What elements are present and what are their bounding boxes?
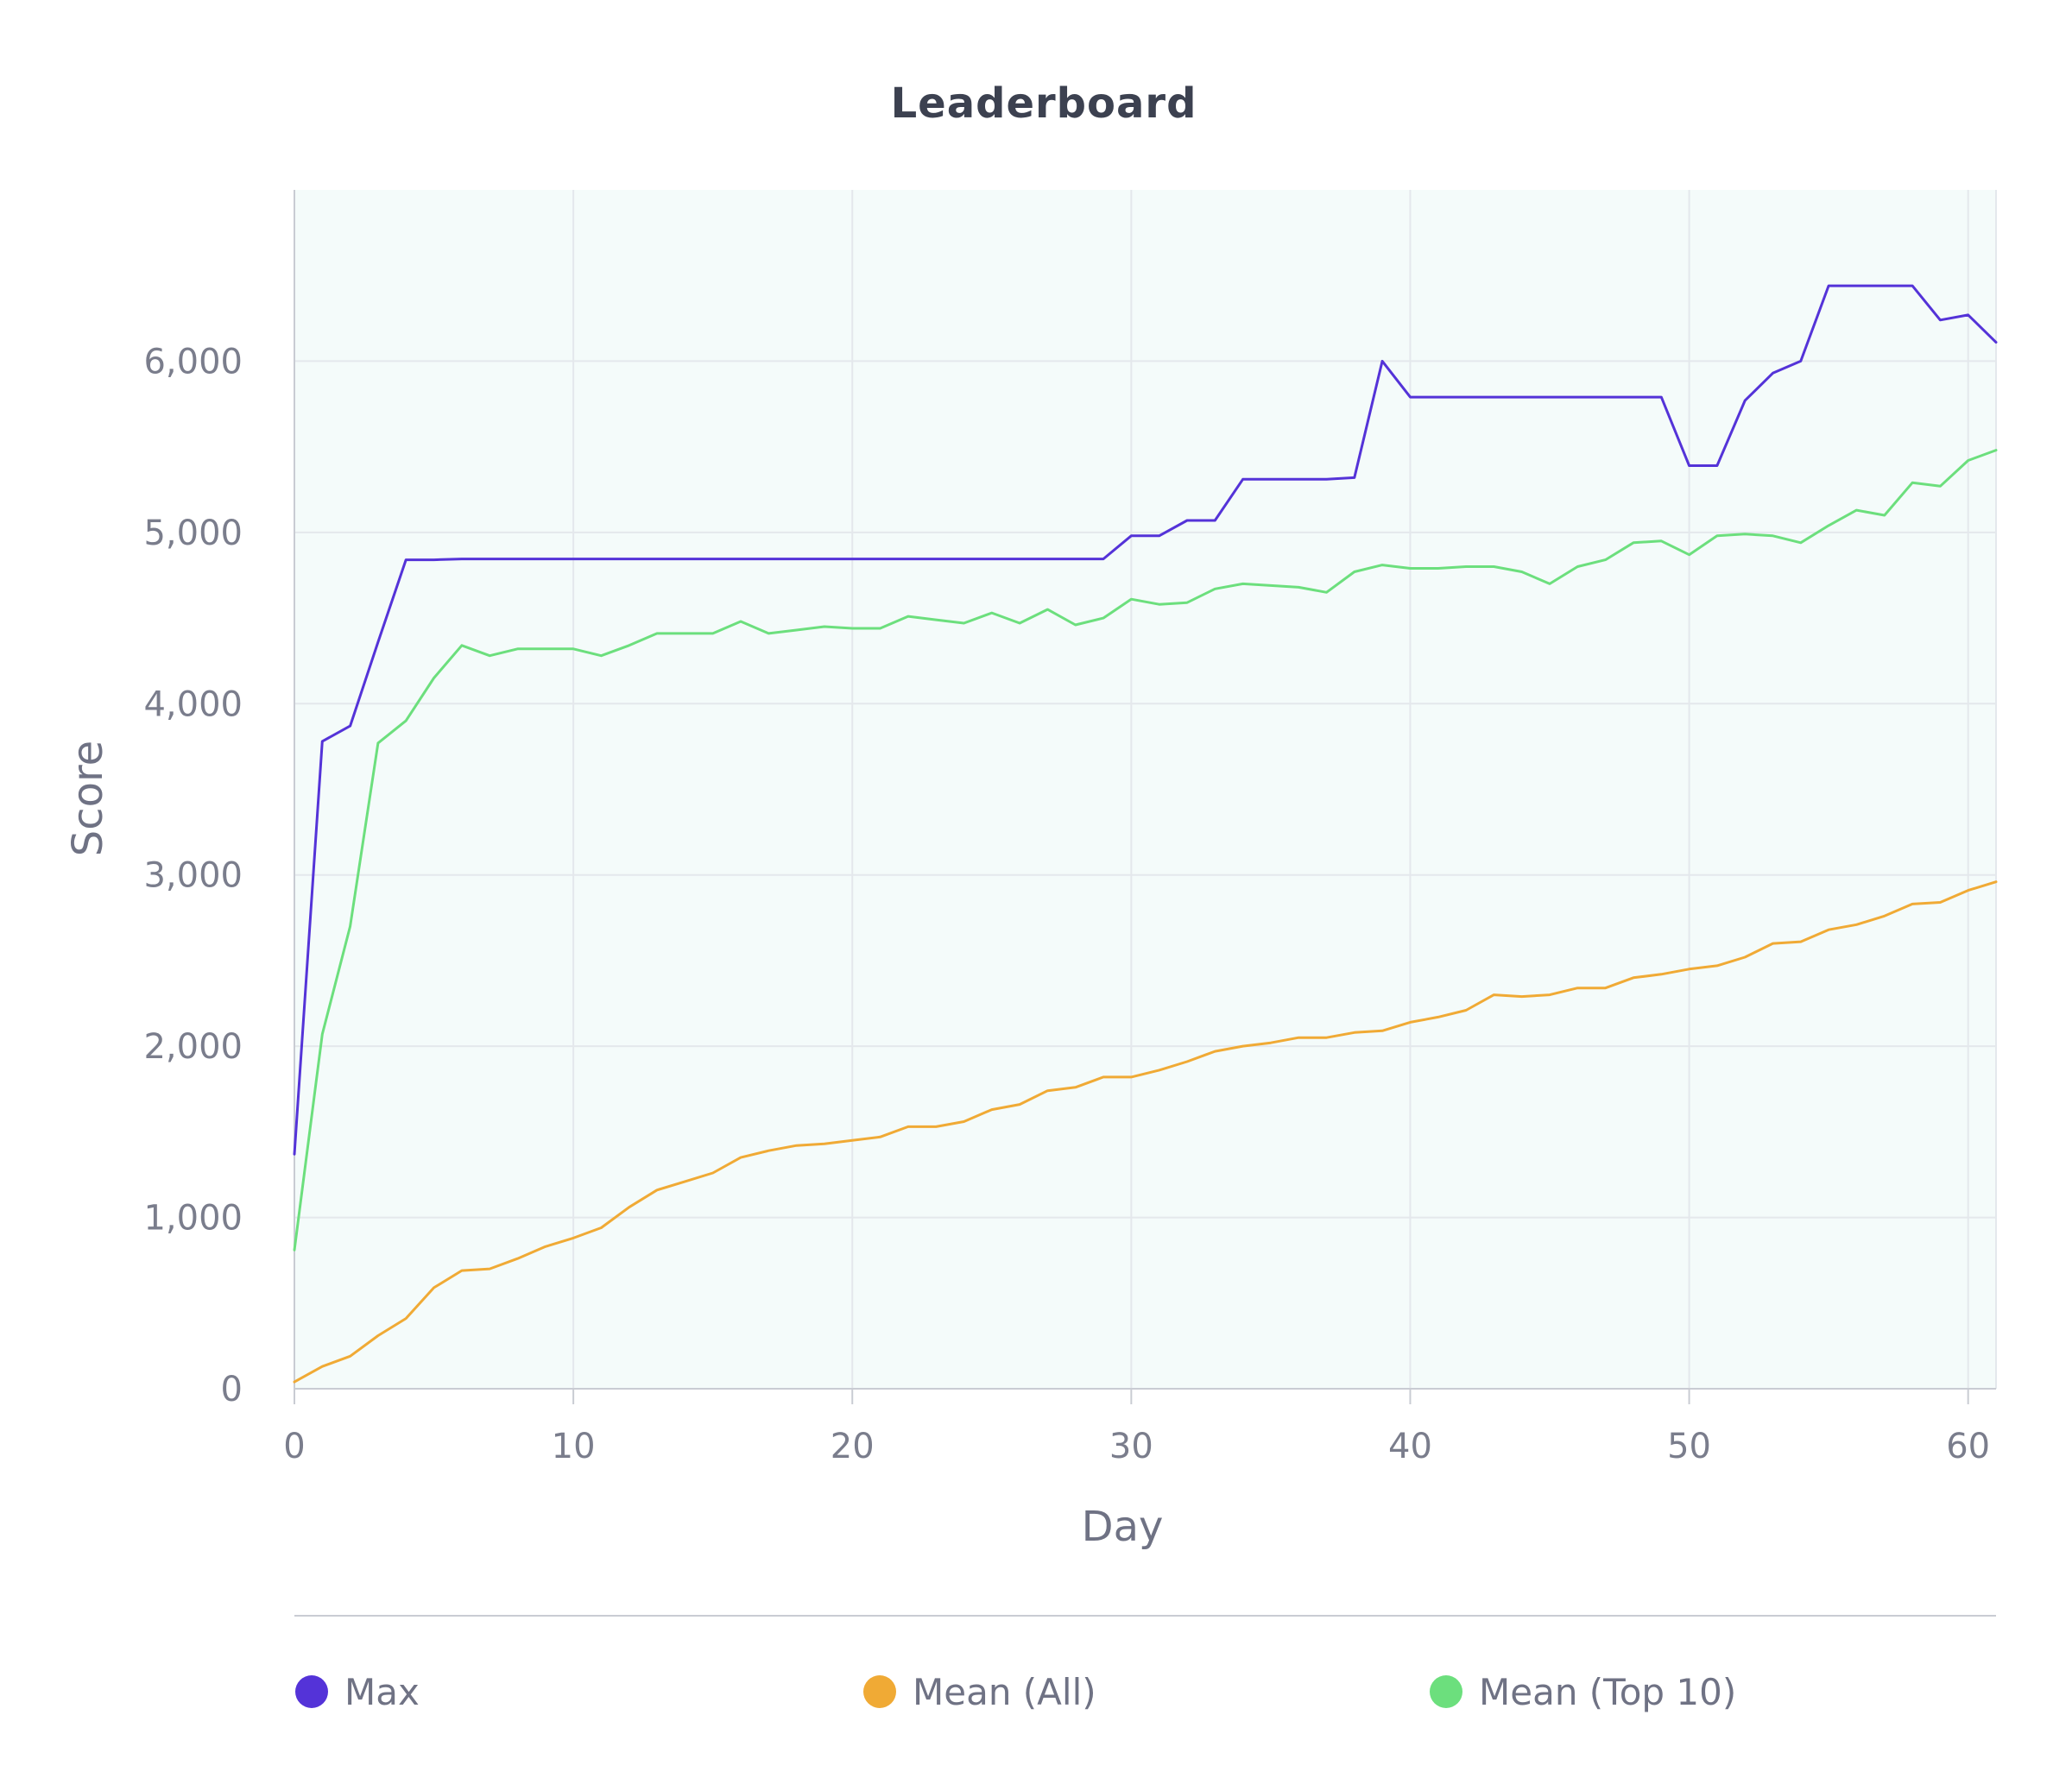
x-tick-label: 30 bbox=[1109, 1427, 1153, 1466]
legend-swatch bbox=[1430, 1675, 1462, 1708]
y-tick-label: 2,000 bbox=[143, 1027, 243, 1067]
y-tick-label: 6,000 bbox=[143, 342, 243, 381]
series-lines bbox=[293, 284, 1998, 1384]
legend-swatch bbox=[295, 1675, 328, 1708]
plot-area-background bbox=[294, 190, 1996, 1389]
y-tick-label: 5,000 bbox=[143, 514, 243, 553]
axes bbox=[294, 190, 1996, 1404]
y-tick-label: 4,000 bbox=[143, 684, 243, 724]
legend-label: Max bbox=[344, 1671, 420, 1713]
x-tick-label: 20 bbox=[831, 1427, 875, 1466]
legend-label: Mean (All) bbox=[913, 1671, 1096, 1713]
x-tick-label: 50 bbox=[1667, 1427, 1711, 1466]
legend-item-mean-top-10: Mean (Top 10) bbox=[1430, 1671, 1736, 1713]
y-tick-label: 0 bbox=[221, 1370, 243, 1409]
legend-swatch bbox=[863, 1675, 896, 1708]
x-tick-label: 10 bbox=[552, 1427, 596, 1466]
x-tick-label: 0 bbox=[283, 1427, 305, 1466]
y-tick-label: 1,000 bbox=[143, 1199, 243, 1239]
legend: Max Mean (All) Mean (Top 10) bbox=[295, 1671, 1736, 1713]
x-axis-label: Day bbox=[1082, 1503, 1164, 1551]
tick-labels: 0 10 20 30 40 50 60 0 1,000 2,000 3,000 4,000 5,000 6… bbox=[143, 342, 1990, 1466]
legend-item-max: Max bbox=[295, 1671, 420, 1713]
series-line-mean-all bbox=[293, 880, 1998, 1384]
series-line-max bbox=[293, 284, 1998, 1156]
chart-title: Leaderboard bbox=[891, 79, 1197, 128]
gridlines bbox=[294, 190, 1997, 1389]
y-axis-label: Score bbox=[64, 741, 112, 856]
legend-item-mean-all: Mean (All) bbox=[863, 1671, 1096, 1713]
legend-label: Mean (Top 10) bbox=[1479, 1671, 1736, 1713]
x-tick-label: 60 bbox=[1946, 1427, 1990, 1466]
y-tick-label: 3,000 bbox=[143, 856, 243, 896]
series-line-mean-top-10 bbox=[293, 449, 1998, 1252]
x-tick-label: 40 bbox=[1388, 1427, 1432, 1466]
